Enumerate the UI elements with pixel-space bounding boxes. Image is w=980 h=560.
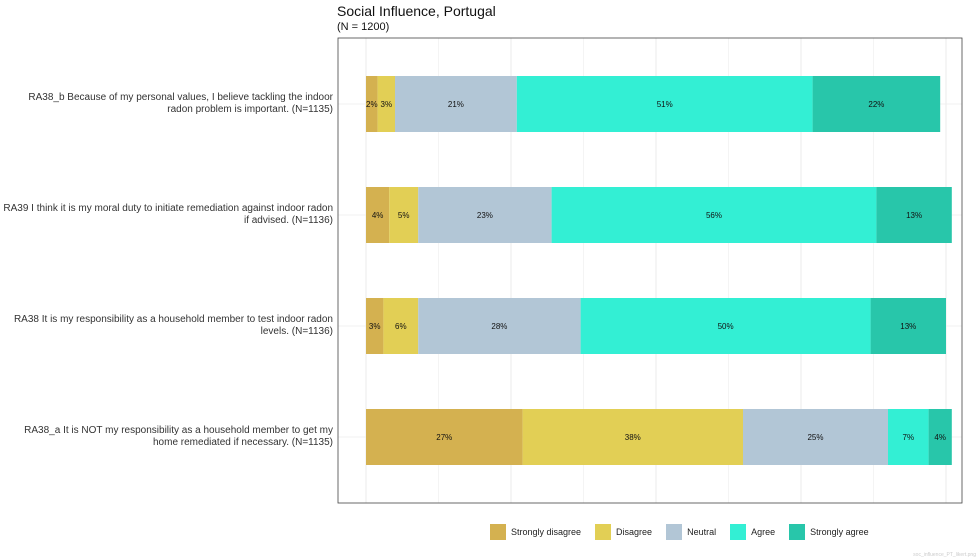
data-label: 7%: [903, 433, 915, 442]
bar-segment: [377, 76, 395, 132]
data-label: 6%: [395, 322, 407, 331]
data-label: 4%: [372, 211, 384, 220]
bar-segment: [876, 187, 952, 243]
data-label: 5%: [398, 211, 410, 220]
legend-swatch: [789, 524, 806, 540]
bar-segment: [888, 409, 929, 465]
bar-segment: [366, 76, 378, 132]
legend-swatch: [730, 524, 747, 540]
panel-border: [337, 37, 963, 504]
data-label: 38%: [625, 433, 641, 442]
bar-segment: [395, 76, 517, 132]
data-label: 22%: [868, 100, 884, 109]
bar-segment: [418, 187, 552, 243]
bar-segment: [522, 409, 743, 465]
data-label: 13%: [900, 322, 916, 331]
data-label: 25%: [807, 433, 823, 442]
y-tick-label: RA38 It is my responsibility as a househ…: [13, 314, 333, 337]
legend-item: Agree: [730, 524, 775, 540]
chart-subtitle: (N = 1200): [337, 21, 390, 33]
legend-label: Strongly disagree: [511, 527, 582, 537]
data-label: 2%: [366, 100, 378, 109]
legend-swatch: [666, 524, 683, 540]
data-label: 13%: [906, 211, 922, 220]
data-label: 21%: [448, 100, 464, 109]
legend-item: Strongly disagree: [490, 524, 581, 540]
bar-segment: [366, 409, 523, 465]
data-label: 56%: [706, 211, 722, 220]
data-label: 4%: [934, 433, 946, 442]
legend-label: Strongly agree: [810, 527, 869, 537]
y-tick-label: RA39 I think it is my moral duty to init…: [3, 203, 333, 226]
data-label: 3%: [381, 100, 393, 109]
data-label: 51%: [657, 100, 673, 109]
data-label: 3%: [369, 322, 381, 331]
bar-segment: [366, 187, 390, 243]
bar-segment: [580, 298, 871, 354]
legend: Strongly disagree Disagree Neutral Agree Str…: [490, 524, 883, 540]
bar-segment: [928, 409, 952, 465]
legend-swatch: [595, 524, 612, 540]
bar-segment: [366, 298, 384, 354]
data-label: 50%: [718, 322, 734, 331]
bar-segment: [551, 187, 877, 243]
legend-swatch: [490, 524, 506, 540]
data-label: 23%: [477, 211, 493, 220]
legend-label: Disagree: [616, 527, 653, 537]
chart-title: Social Influence, Portugal: [337, 3, 496, 19]
bar-segment: [516, 76, 813, 132]
bar-segment: [383, 298, 419, 354]
y-tick-label: RA38_b Because of my personal values, I …: [28, 92, 333, 115]
footnote: soc_influence_PT_likert.png: [913, 552, 976, 558]
bar-segment: [870, 298, 946, 354]
legend-item: Disagree: [595, 524, 652, 540]
legend-label: Agree: [751, 527, 776, 537]
bar-segment: [418, 298, 581, 354]
data-label: 28%: [491, 322, 507, 331]
bar-segment: [812, 76, 941, 132]
y-tick-label: RA38_a It is NOT my responsibility as a …: [24, 425, 333, 448]
legend-item: Neutral: [666, 524, 716, 540]
bar-segment: [389, 187, 419, 243]
bar-segment: [743, 409, 888, 465]
data-label: 27%: [436, 433, 452, 442]
legend-label: Neutral: [687, 527, 717, 537]
legend-item: Strongly agree: [789, 524, 869, 540]
